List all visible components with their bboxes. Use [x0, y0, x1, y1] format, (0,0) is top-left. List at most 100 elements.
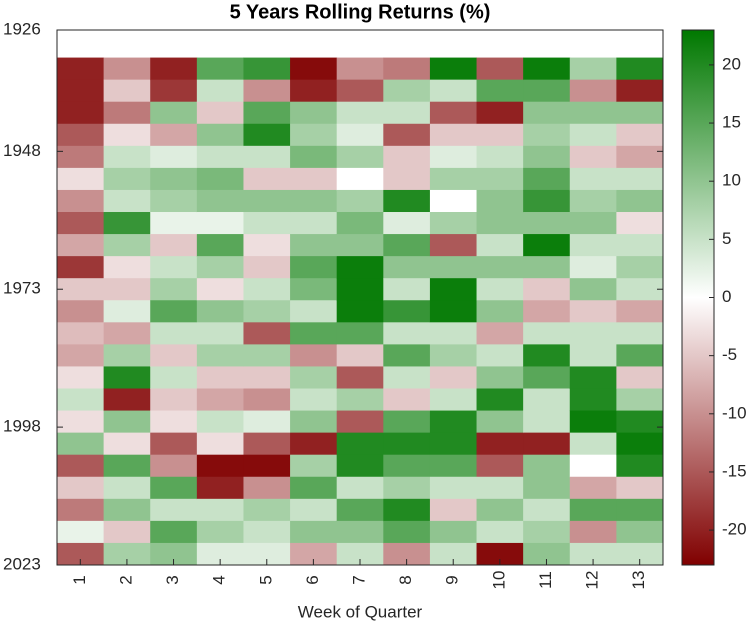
heatmap-cell: [103, 520, 151, 544]
y-tick-label: 1998: [3, 417, 41, 436]
heatmap-cell: [336, 322, 384, 345]
heatmap-cell: [476, 542, 524, 566]
heatmap-cell: [150, 167, 198, 191]
heatmap-cell: [57, 476, 105, 500]
heatmap-cell: [569, 101, 617, 125]
heatmap-cell: [616, 520, 664, 544]
heatmap-cell: [57, 498, 105, 522]
heatmap-cell: [290, 520, 338, 544]
heatmap-cell: [523, 498, 571, 522]
heatmap-cell: [290, 388, 338, 412]
heatmap-cell: [290, 300, 338, 323]
heatmap-cell: [103, 212, 151, 235]
heatmap-cell: [150, 300, 198, 323]
heatmap-cell: [383, 167, 431, 191]
heatmap-cell: [523, 520, 571, 544]
heatmap-cell: [57, 432, 105, 456]
heatmap-cell: [103, 498, 151, 522]
heatmap-cell: [243, 498, 291, 522]
heatmap-cell: [569, 520, 617, 544]
heatmap-cell: [103, 476, 151, 500]
heatmap-cell: [150, 410, 198, 434]
heatmap-cell: [383, 300, 431, 323]
heatmap-cell: [429, 322, 478, 345]
heatmap-cell: [383, 454, 431, 478]
heatmap-cell: [616, 498, 664, 522]
colorbar-tick-label: 15: [722, 113, 741, 132]
heatmap-cell: [523, 79, 571, 103]
chart-title: 5 Years Rolling Returns (%): [230, 1, 491, 23]
heatmap-cell: [523, 167, 571, 191]
heatmap-cell: [150, 278, 198, 301]
heatmap-cell: [336, 410, 384, 434]
heatmap-cell: [150, 145, 198, 169]
heatmap-cell: [429, 101, 478, 125]
heatmap-cell: [569, 476, 617, 500]
x-tick-label: 5: [256, 575, 275, 584]
heatmap-cell: [476, 300, 524, 323]
heatmap-cell: [429, 278, 478, 301]
heatmap-cell: [243, 123, 291, 147]
heatmap-cell: [569, 344, 617, 367]
heatmap-cell: [290, 79, 338, 103]
heatmap-cell: [243, 520, 291, 544]
heatmap-cell: [196, 476, 244, 500]
heatmap-cell: [243, 476, 291, 500]
heatmap-cell: [383, 322, 431, 345]
heatmap-cell: [336, 520, 384, 544]
heatmap-cell: [523, 300, 571, 323]
heatmap-cell: [616, 432, 664, 456]
heatmap-cell: [476, 454, 524, 478]
heatmap-cell: [383, 476, 431, 500]
heatmap-cell: [616, 344, 664, 367]
heatmap-cell: [616, 79, 664, 103]
heatmap-cell: [383, 234, 431, 257]
heatmap-cell: [196, 498, 244, 522]
heatmap-cell: [383, 278, 431, 301]
heatmap-cell: [290, 454, 338, 478]
heatmap-cell: [569, 322, 617, 345]
heatmap-cell: [569, 79, 617, 103]
heatmap-cell: [476, 278, 524, 301]
heatmap-cell: [429, 212, 478, 235]
heatmap-cell: [243, 410, 291, 434]
heatmap-cell: [569, 300, 617, 323]
heatmap-cell: [150, 57, 198, 81]
heatmap-cell: [476, 388, 524, 412]
heatmap-cell: [336, 344, 384, 367]
heatmap-cell: [290, 101, 338, 125]
heatmap-cell: [196, 167, 244, 191]
heatmap-cell: [523, 454, 571, 478]
heatmap-cell: [523, 234, 571, 257]
heatmap-cell: [150, 212, 198, 235]
heatmap-cell: [103, 189, 151, 213]
heatmap-cell: [103, 57, 151, 81]
heatmap-cell: [243, 454, 291, 478]
x-tick-label: 3: [163, 575, 182, 584]
heatmap-cell: [103, 300, 151, 323]
heatmap-cell: [290, 344, 338, 367]
heatmap-cell: [336, 57, 384, 81]
heatmap-cell: [150, 256, 198, 279]
heatmap-cell: [150, 520, 198, 544]
heatmap-cell: [383, 366, 431, 390]
heatmap-cell: [243, 57, 291, 81]
x-tick-label: 6: [303, 575, 322, 584]
plot-frame: [56, 29, 664, 566]
heatmap-cell: [243, 234, 291, 257]
colorbar-tick-label: -20: [722, 520, 747, 539]
heatmap-cell: [150, 189, 198, 213]
heatmap-cell: [569, 498, 617, 522]
heatmap-cell: [383, 145, 431, 169]
heatmap-cell: [57, 300, 105, 323]
heatmap-cell: [243, 322, 291, 345]
heatmap-cell: [616, 57, 664, 81]
heatmap-cell: [290, 542, 338, 566]
heatmap-cell: [336, 189, 384, 213]
x-tick-label: 9: [443, 575, 462, 584]
heatmap-cell: [336, 476, 384, 500]
heatmap-cell: [569, 189, 617, 213]
heatmap-cell: [429, 123, 478, 147]
heatmap-cell: [429, 167, 478, 191]
